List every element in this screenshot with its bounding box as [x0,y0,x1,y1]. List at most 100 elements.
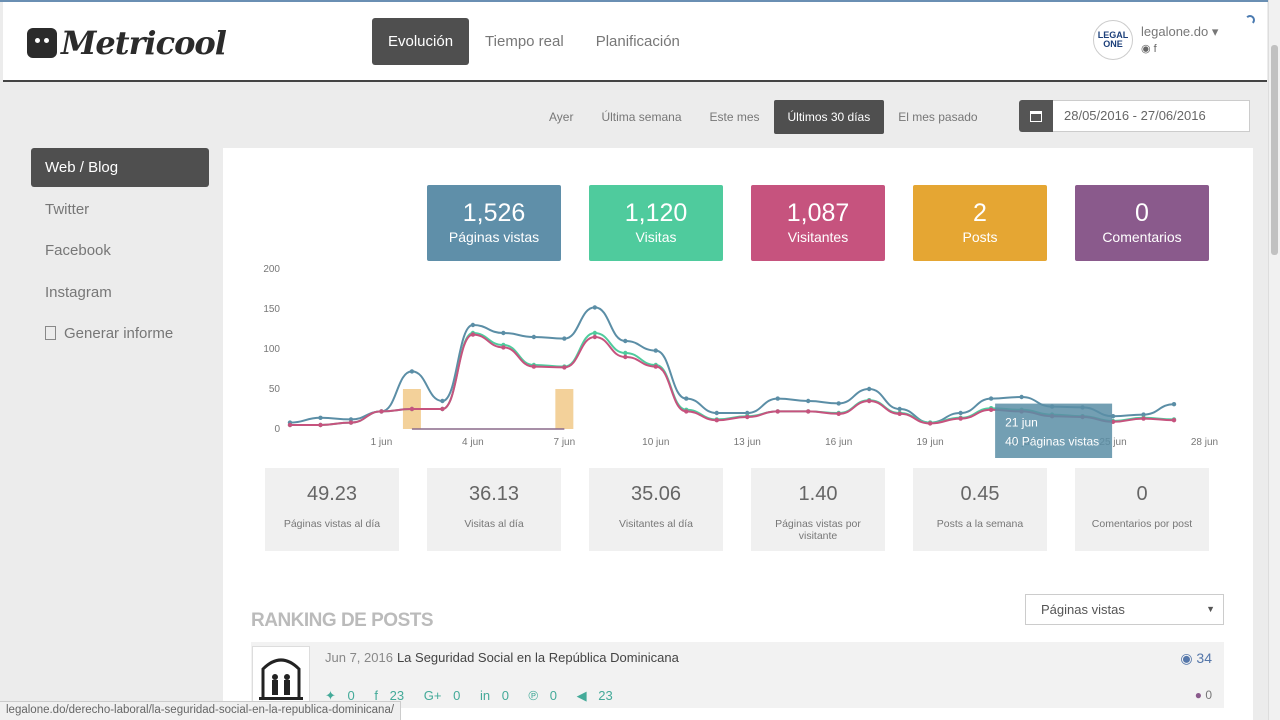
twitter-count: ✦ 0 [325,688,363,703]
period-este-mes[interactable]: Este mes [709,110,760,124]
gplus-count-value: 0 [453,688,461,703]
stat-label: Páginas vistas por visitante [775,518,861,542]
post-row[interactable]: Jun 7, 2016 La Seguridad Social en la Rep… [251,642,1224,708]
mentions-count: ◀ 23 [577,688,621,703]
data-point [592,305,598,310]
data-point [745,410,750,416]
kpi-label: Visitas [635,229,677,245]
stat-value: 49.23 [306,483,358,505]
kpi-value: 2 [973,199,987,227]
x-tick-label: 16 jun [825,437,852,448]
period-ultimos-30-dias[interactable]: Últimos 30 días [773,100,885,134]
data-point [531,364,537,369]
data-point [318,415,323,420]
top-header: Metricool Evolución Tiempo real Planific… [3,2,1267,82]
eye-icon: ◉ [1180,650,1193,666]
data-point [836,401,841,406]
status-bar-url: legalone.do/derecho-laboral/la-seguridad… [0,701,402,720]
data-point [806,398,811,404]
sidebar-item-twitter[interactable]: Twitter [45,200,90,218]
comment-icon: ● [1194,688,1202,702]
data-point [958,416,963,421]
ranking-sort-select[interactable]: Páginas vistas ▼ [1025,594,1224,625]
nav-evolucion[interactable]: Evolución [372,18,470,65]
data-point [653,348,658,353]
post-views-value: 34 [1196,650,1212,666]
facebook-icon: f [1153,43,1157,55]
gplus-count: G+ 0 [424,688,469,703]
date-range-input[interactable]: 28/05/2016 - 27/06/2016 [1053,100,1250,132]
kpi-label: Comentarios [1102,229,1182,245]
kpi-label: Páginas vistas [448,229,540,245]
x-tick-label: 4 jun [462,437,484,448]
stat-comentarios-post: 0 Comentarios por post [1075,468,1209,551]
data-point [348,420,354,425]
data-point [562,336,567,341]
sidebar-item-instagram[interactable]: Instagram [45,283,112,301]
data-point [592,334,598,340]
period-ayer[interactable]: Ayer [549,110,574,124]
data-point [409,406,415,412]
data-point [318,422,323,428]
data-point [653,364,658,369]
stat-visitas-dia: 36.13 Visitas al día [427,468,561,551]
data-point [623,338,628,344]
kpi-visitas[interactable]: 1,120 Visitas [589,185,723,261]
data-point [1141,412,1146,417]
metricool-logo[interactable]: Metricool [27,24,227,62]
data-point [379,409,384,414]
data-point [714,410,719,416]
pinterest-icon: ℗ [528,688,539,703]
chart-tooltip [995,403,1113,458]
scroll-thumb[interactable] [1271,45,1278,255]
nav-tiempo-real[interactable]: Tiempo real [485,33,564,50]
kpi-paginas-vistas[interactable]: 1,526 Páginas vistas [427,185,561,261]
sidebar-item-web-blog[interactable]: Web / Blog [31,148,209,187]
data-point [531,334,537,340]
data-point [988,407,994,412]
page-scrollbar[interactable] [1268,0,1280,720]
tooltip-text: 40 Páginas vistas [1005,435,1099,449]
period-mes-pasado[interactable]: El mes pasado [898,110,978,124]
x-tick-label: 19 jun [917,437,944,448]
calendar-button[interactable] [1019,100,1053,132]
post-comments-value: 0 [1205,688,1212,702]
linkedin-icon: in [479,688,491,703]
sidebar-item-generar-informe[interactable]: Generar informe [31,314,209,353]
main-panel: 1,526 Páginas vistas 1,120 Visitas 1,087 Vi… [223,148,1253,720]
kpi-comentarios[interactable]: 0 Comentarios [1075,185,1209,261]
twitter-icon: ✦ [325,688,336,703]
account-switcher[interactable]: LEGAL ONE legalone.do ▾ ◉ f [1093,20,1218,60]
data-point [775,396,780,401]
post-title[interactable]: La Seguridad Social en la República Domi… [396,650,679,665]
y-tick-label: 0 [274,424,280,435]
stat-label: Comentarios por post [1091,518,1193,530]
evolution-chart[interactable]: 0 50 100 150 200 1 jun 4 jun 7 jun 10 jun 13 jun 1… [258,258,1218,458]
data-point [1171,418,1177,423]
family-image-icon [259,658,303,700]
pinterest-count-value: 0 [549,688,557,703]
pinterest-count: ℗ 0 [529,688,565,703]
linkedin-count-value: 0 [501,688,509,703]
kpi-value: 1,120 [624,199,688,227]
data-point [623,350,628,356]
x-tick-label: 25 jun [1099,437,1126,448]
y-tick-label: 200 [263,264,280,275]
y-tick-label: 100 [263,344,280,355]
data-point [866,398,872,404]
post-thumbnail[interactable] [252,646,310,704]
kpi-label: Posts [962,229,998,245]
data-point [1141,416,1146,421]
pdf-icon [45,326,56,340]
nav-planificacion[interactable]: Planificación [595,33,680,50]
date-range-picker[interactable]: 28/05/2016 - 27/06/2016 [1019,100,1250,132]
x-tick-label: 28 jun [1191,437,1218,448]
x-tick-label: 10 jun [642,437,669,448]
top-accent-line [0,0,1280,2]
kpi-posts[interactable]: 2 Posts [913,185,1047,261]
period-ultima-semana[interactable]: Última semana [601,110,682,124]
kpi-visitantes[interactable]: 1,087 Visitantes [751,185,885,261]
sidebar-item-facebook[interactable]: Facebook [45,242,111,259]
data-point [592,330,598,336]
chevron-down-icon: ▼ [1206,604,1215,614]
